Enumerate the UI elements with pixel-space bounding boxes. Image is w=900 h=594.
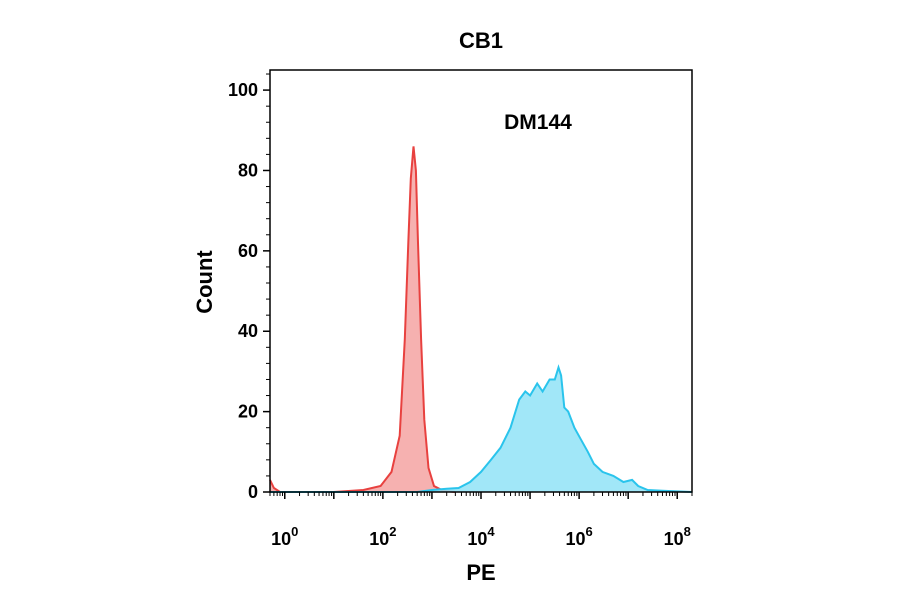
x-tick-label: 102 xyxy=(369,524,396,549)
x-tick-label: 106 xyxy=(565,524,592,549)
axis-layer: 0 20 40 60 80 100 100 102 104 106 108 xyxy=(228,73,693,549)
series-0-line xyxy=(269,146,456,493)
x-tick-label: 104 xyxy=(467,524,495,549)
y-tick-label: 80 xyxy=(238,160,258,180)
y-axis-label: Count xyxy=(192,250,217,314)
x-axis-label: PE xyxy=(466,560,495,585)
x-tick-label: 100 xyxy=(271,524,298,549)
series-1-line xyxy=(270,364,693,493)
y-tick-label: 60 xyxy=(238,241,258,261)
chart-title: CB1 xyxy=(459,28,503,53)
x-tick-label: 108 xyxy=(664,524,691,549)
sample-annotation: DM144 xyxy=(504,111,572,134)
series-layer xyxy=(269,146,693,493)
y-tick-label: 100 xyxy=(228,80,258,100)
plot-frame xyxy=(269,69,693,493)
y-tick-label: 20 xyxy=(238,402,258,422)
series-0-area xyxy=(270,146,456,492)
y-tick-label: 40 xyxy=(238,321,258,341)
y-tick-label: 0 xyxy=(248,482,258,502)
series-1-area xyxy=(270,367,692,492)
